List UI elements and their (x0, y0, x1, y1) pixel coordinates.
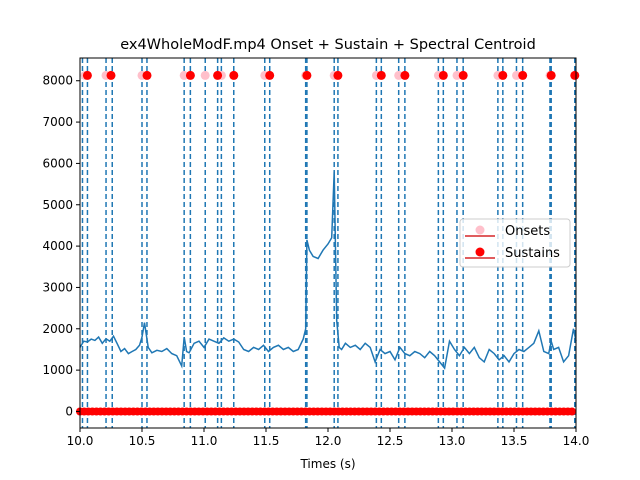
legend: Onsets Sustains (459, 218, 571, 268)
legend-sustains-marker (475, 247, 485, 257)
y-tick-label: 6000 (42, 156, 73, 170)
sustain-marker (106, 70, 116, 80)
legend-onsets-label: Onsets (505, 224, 550, 239)
baseline-marker (568, 407, 576, 416)
x-tick-label: 12.0 (315, 434, 342, 448)
y-tick-label: 8000 (42, 74, 73, 88)
onset-marker (512, 70, 521, 80)
sustain-marker (570, 70, 580, 80)
sustain-marker (142, 70, 152, 80)
y-tick-label: 5000 (42, 198, 73, 212)
sustain-marker (546, 70, 556, 80)
sustain-marker (498, 70, 508, 80)
markers-layer (76, 70, 580, 416)
x-tick-label: 11.0 (191, 434, 218, 448)
x-tick-label: 10.5 (129, 434, 156, 448)
x-tick-label: 13.0 (439, 434, 466, 448)
sustain-marker (376, 70, 386, 80)
sustain-marker (518, 70, 528, 80)
centroid-line (79, 171, 577, 370)
series-layer (79, 171, 577, 370)
sustain-marker (333, 70, 343, 80)
onset-marker (394, 70, 404, 80)
y-axis: 0 1000 2000 3000 4000 5000 6000 7000 8000 (42, 74, 80, 418)
y-tick-label: 0 (65, 404, 73, 418)
sustain-marker (213, 70, 223, 80)
sustain-marker (302, 70, 312, 80)
legend-onsets-marker (475, 225, 485, 235)
x-tick-label: 11.5 (253, 434, 280, 448)
x-tick-label: 13.5 (501, 434, 528, 448)
legend-sustains-label: Sustains (505, 246, 560, 261)
sustain-marker (185, 70, 195, 80)
y-tick-label: 7000 (42, 115, 73, 129)
x-tick-label: 12.5 (377, 434, 404, 448)
sustain-marker (458, 70, 468, 80)
sustain-marker (438, 70, 448, 80)
x-tick-label: 14.0 (563, 434, 590, 448)
x-axis-label: Times (s) (299, 457, 355, 471)
sustain-marker (82, 70, 92, 80)
onset-marker (179, 70, 189, 80)
x-axis: 10.0 10.5 11.0 11.5 12.0 12.5 13.0 13.5 14.0 (67, 428, 590, 448)
x-tick-label: 10.0 (67, 434, 94, 448)
chart-title: ex4WholeModF.mp4 Onset + Sustain + Spect… (120, 37, 536, 53)
y-tick-label: 3000 (42, 280, 73, 294)
y-tick-label: 2000 (42, 322, 73, 336)
onset-marker (452, 70, 462, 80)
y-tick-label: 1000 (42, 363, 73, 377)
y-tick-label: 4000 (42, 239, 73, 253)
onset-marker (200, 70, 210, 80)
sustain-marker (229, 70, 239, 80)
legend-frame (459, 218, 571, 268)
sustain-marker (265, 70, 275, 80)
sustain-marker (400, 70, 410, 80)
